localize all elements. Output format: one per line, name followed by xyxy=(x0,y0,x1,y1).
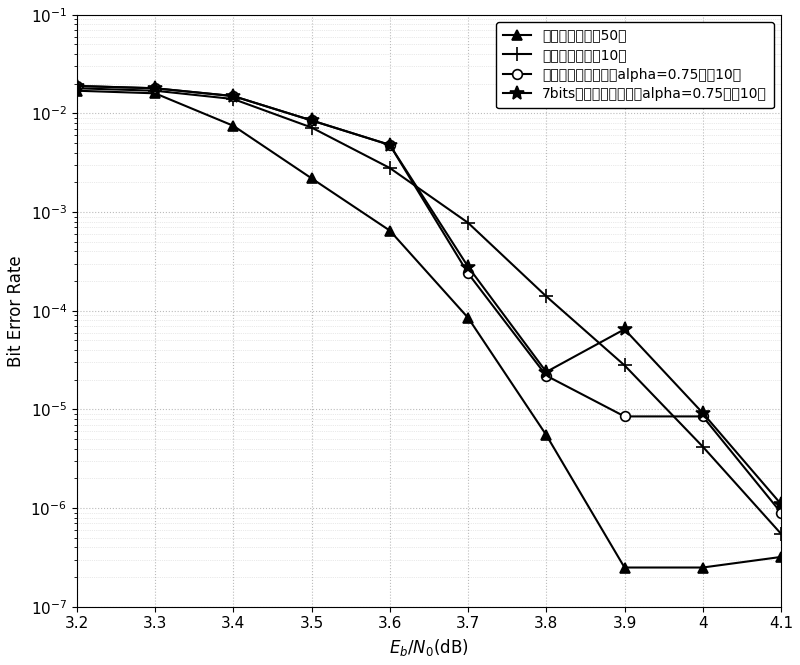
无量化和积迭代50次 xyxy=(620,563,630,571)
无量化归一化最小和alpha=0.75迭代10次 xyxy=(620,412,630,420)
Line: 无量化和积迭代50次: 无量化和积迭代50次 xyxy=(72,86,786,573)
无量化和积迭代10次 xyxy=(463,219,473,227)
无量化归一化最小和alpha=0.75迭代10次 xyxy=(385,141,394,149)
无量化和积迭代50次 xyxy=(229,122,238,130)
无量化和积迭代50次 xyxy=(698,563,707,571)
无量化和积迭代10次 xyxy=(385,164,394,172)
无量化归一化最小和alpha=0.75迭代10次 xyxy=(229,92,238,100)
无量化和积迭代10次 xyxy=(306,124,316,132)
7bits量化归一化最小和alpha=0.75迭代10次 xyxy=(620,325,630,333)
7bits量化归一化最小和alpha=0.75迭代10次 xyxy=(463,263,473,271)
无量化归一化最小和alpha=0.75迭代10次 xyxy=(542,372,551,380)
无量化和积迭代10次 xyxy=(698,443,707,451)
无量化和积迭代10次 xyxy=(776,530,786,538)
7bits量化归一化最小和alpha=0.75迭代10次 xyxy=(72,82,82,90)
Legend: 无量化和积迭代50次, 无量化和积迭代10次, 无量化归一化最小和alpha=0.75迭代10次, 7bits量化归一化最小和alpha=0.75迭代10次: 无量化和积迭代50次, 无量化和积迭代10次, 无量化归一化最小和alpha=0… xyxy=(496,22,774,108)
7bits量化归一化最小和alpha=0.75迭代10次 xyxy=(306,116,316,124)
Line: 无量化和积迭代10次: 无量化和积迭代10次 xyxy=(70,81,788,541)
7bits量化归一化最小和alpha=0.75迭代10次 xyxy=(698,409,707,417)
无量化归一化最小和alpha=0.75迭代10次 xyxy=(306,116,316,124)
无量化和积迭代50次 xyxy=(72,86,82,94)
无量化和积迭代50次 xyxy=(776,553,786,561)
无量化和积迭代10次 xyxy=(229,95,238,103)
无量化和积迭代10次 xyxy=(620,361,630,369)
7bits量化归一化最小和alpha=0.75迭代10次 xyxy=(542,368,551,376)
无量化和积迭代50次 xyxy=(306,174,316,182)
无量化和积迭代50次 xyxy=(542,431,551,439)
Line: 7bits量化归一化最小和alpha=0.75迭代10次: 7bits量化归一化最小和alpha=0.75迭代10次 xyxy=(70,79,788,511)
无量化归一化最小和alpha=0.75迭代10次 xyxy=(698,412,707,420)
7bits量化归一化最小和alpha=0.75迭代10次 xyxy=(776,500,786,508)
Line: 无量化归一化最小和alpha=0.75迭代10次: 无量化归一化最小和alpha=0.75迭代10次 xyxy=(72,81,786,517)
无量化归一化最小和alpha=0.75迭代10次 xyxy=(776,509,786,517)
无量化和积迭代50次 xyxy=(150,89,160,97)
无量化归一化最小和alpha=0.75迭代10次 xyxy=(463,269,473,277)
7bits量化归一化最小和alpha=0.75迭代10次 xyxy=(385,141,394,149)
Y-axis label: Bit Error Rate: Bit Error Rate xyxy=(7,255,25,366)
无量化和积迭代50次 xyxy=(385,227,394,235)
无量化和积迭代50次 xyxy=(463,314,473,322)
X-axis label: $E_b/N_0$(dB): $E_b/N_0$(dB) xyxy=(389,637,469,658)
无量化归一化最小和alpha=0.75迭代10次 xyxy=(72,82,82,90)
7bits量化归一化最小和alpha=0.75迭代10次 xyxy=(229,92,238,100)
无量化归一化最小和alpha=0.75迭代10次 xyxy=(150,84,160,92)
无量化和积迭代10次 xyxy=(542,293,551,301)
无量化和积迭代10次 xyxy=(72,84,82,92)
7bits量化归一化最小和alpha=0.75迭代10次 xyxy=(150,84,160,92)
无量化和积迭代10次 xyxy=(150,86,160,94)
